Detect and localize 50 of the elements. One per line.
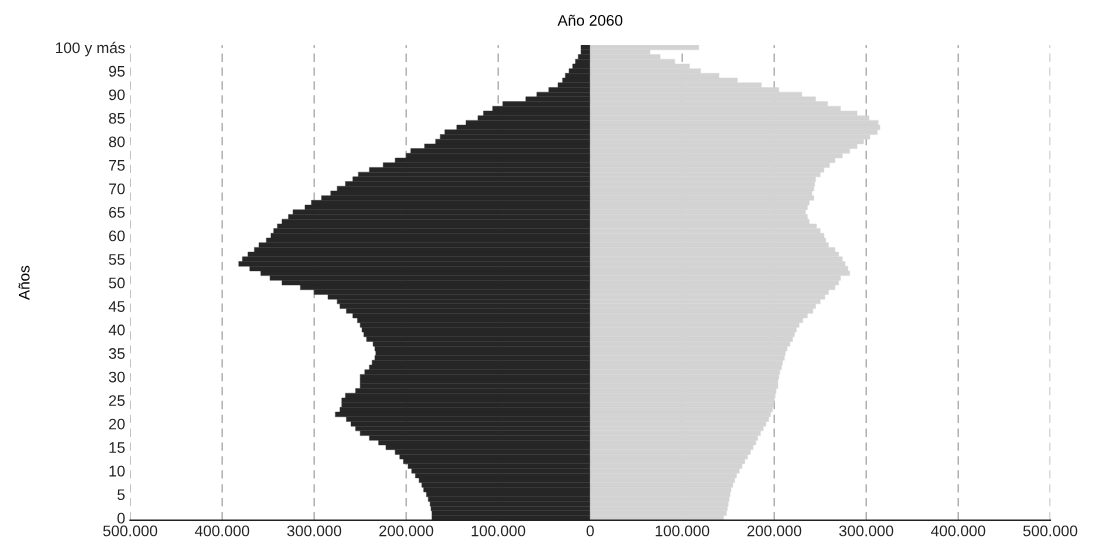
bar [375, 350, 591, 356]
bar [572, 63, 591, 69]
y-tick-label: 10 [109, 465, 125, 477]
bar [590, 298, 821, 305]
y-tick-label: 75 [109, 160, 125, 171]
y-tick-label: 65 [109, 206, 125, 218]
y-tick-label: 45 [108, 301, 125, 312]
y-tick-label: 50 [108, 277, 125, 289]
x-tick-label: 200.000 [747, 525, 802, 537]
y-tick-label: 15 [109, 442, 125, 454]
x-tick-label: 0 [586, 525, 594, 537]
y-tick-label: 0 [117, 512, 125, 524]
y-tick-label: 90 [109, 89, 125, 101]
x-tick-label: 200.000 [379, 525, 434, 537]
x-tick-label: 100.000 [655, 525, 710, 537]
y-axis-title: Años [18, 265, 30, 301]
bar [590, 171, 821, 178]
y-tick-label: 95 [109, 65, 125, 77]
bar [590, 378, 779, 385]
bar [341, 397, 591, 403]
y-tick-label: 40 [108, 324, 125, 336]
bar [590, 223, 817, 229]
y-tick-label: 25 [109, 395, 125, 406]
bar [590, 237, 826, 243]
y-tick-label: 20 [109, 418, 125, 430]
x-tick-label: 400.000 [194, 525, 250, 537]
y-tick-label: 5 [117, 489, 125, 501]
bar [590, 204, 808, 210]
y-tick-label: 70 [109, 183, 125, 195]
x-tick-label: 100.000 [471, 525, 526, 537]
bar [359, 378, 591, 385]
x-tick-label: 300.000 [287, 525, 342, 537]
x-tick-label: 400.000 [930, 525, 986, 537]
x-tick-label: 300.000 [839, 525, 894, 537]
y-tick-label: 85 [109, 112, 125, 124]
bar [590, 45, 699, 51]
y-tick-label: 30 [108, 371, 125, 383]
y-tick-label: 60 [109, 230, 125, 242]
x-tick-label: 500.000 [1023, 525, 1078, 537]
y-tick-label: 55 [108, 254, 125, 265]
bar [590, 251, 839, 258]
bar [430, 505, 591, 512]
y-tick-label: 35 [108, 348, 125, 359]
bar [590, 505, 728, 512]
y-tick-label: 80 [109, 136, 125, 148]
y-tick-label: 100 y más [56, 41, 125, 57]
chart-title: Año 2060 [557, 14, 623, 26]
bar [580, 49, 591, 55]
bar [277, 223, 591, 229]
x-tick-label: 500.000 [103, 525, 158, 537]
